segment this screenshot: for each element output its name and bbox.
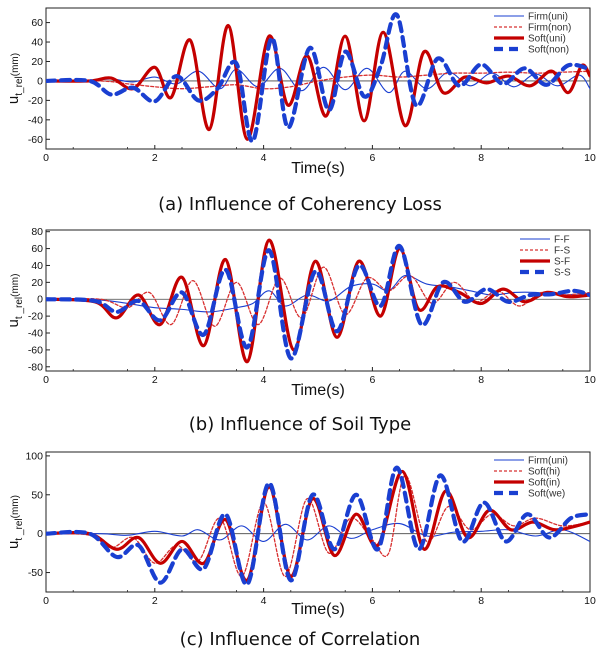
chart-panel-2: 0 2 4 6 8 10 -80 -60 -40 -20 0 20 40 60 80 Time(s) ut _r…	[5, 226, 596, 435]
y-tick-label: 100	[25, 450, 43, 462]
legend: F-FF-SS-FS-S	[520, 235, 571, 279]
series-line-s-s	[46, 243, 590, 361]
series-line-soft-uni-	[46, 23, 590, 141]
x-tick-label: 10	[584, 152, 596, 164]
y-tick-label: -60	[28, 344, 43, 356]
y-axis-label: ut _rel(mm)	[5, 274, 25, 328]
x-tick-label: 6	[369, 374, 375, 386]
y-tick-label: 60	[31, 17, 43, 29]
legend-label: Firm(non)	[528, 23, 571, 34]
y-tick-label: 20	[31, 277, 43, 289]
y-tick-label: 60	[31, 243, 43, 255]
x-tick-label: 4	[261, 374, 267, 386]
series-line-soft-we-	[46, 465, 590, 587]
y-tick-label: -50	[28, 567, 43, 579]
y-tick-label: -40	[28, 328, 43, 340]
x-tick-label: 8	[478, 595, 484, 607]
x-tick-label: 0	[43, 595, 49, 607]
plot-frame	[45, 7, 591, 150]
x-tick-label: 2	[152, 374, 158, 386]
y-tick-label: 0	[37, 528, 43, 540]
legend-label: Soft(we)	[528, 489, 565, 500]
x-axis-label: Time(s)	[291, 382, 345, 399]
legend-label: S-F	[554, 257, 570, 268]
legend-label: Soft(in)	[528, 478, 560, 489]
y-tick-label: 40	[31, 260, 43, 272]
legend-label: Soft(non)	[528, 45, 569, 56]
y-tick-label: 0	[37, 75, 43, 87]
series-line-soft-in-	[46, 469, 590, 582]
y-tick-label: -60	[28, 134, 43, 146]
series-line-firm-non-	[46, 70, 590, 90]
legend: Firm(uni)Firm(non)Soft(uni)Soft(non)	[494, 12, 571, 56]
x-tick-label: 4	[261, 595, 267, 607]
x-tick-label: 6	[369, 152, 375, 164]
legend-label: S-S	[554, 268, 571, 279]
chart-panel-1: 0 2 4 6 8 10 -60 -40 -20 0 20 40 60 Time(s) ut_rel(mm)…	[5, 7, 596, 215]
legend-label: Soft(uni)	[528, 34, 566, 45]
legend-label: F-S	[554, 246, 570, 257]
x-tick-label: 10	[584, 595, 596, 607]
y-tick-label: -40	[28, 114, 43, 126]
x-tick-label: 8	[478, 374, 484, 386]
x-tick-label: 0	[43, 374, 49, 386]
x-tick-label: 4	[261, 152, 267, 164]
y-tick-label: 50	[31, 489, 43, 501]
legend-label: Soft(hi)	[528, 467, 560, 478]
y-tick-label: 40	[31, 37, 43, 49]
x-axis-label: Time(s)	[291, 601, 345, 618]
x-tick-label: 8	[478, 152, 484, 164]
chart-panel-3: 0 2 4 6 8 10 -50 0 50 100 Time(s) ut _rel(mm) Firm(u…	[5, 450, 596, 650]
legend-label: Firm(uni)	[528, 12, 568, 23]
x-tick-label: 6	[369, 595, 375, 607]
y-axis-label: ut_rel(mm)	[5, 53, 25, 104]
legend-label: F-F	[554, 235, 570, 246]
y-tick-label: -20	[28, 95, 43, 107]
y-axis-label: ut _rel(mm)	[5, 495, 25, 549]
series-line-s-f	[46, 238, 590, 364]
series-line-soft-hi-	[46, 474, 590, 578]
panel-caption: (c) Influence of Correlation	[180, 629, 421, 650]
legend-label: Firm(uni)	[528, 456, 568, 467]
panel-caption: (a) Influence of Coherency Loss	[158, 194, 442, 215]
y-tick-label: -80	[28, 361, 43, 373]
x-tick-label: 2	[152, 152, 158, 164]
x-tick-label: 10	[584, 374, 596, 386]
x-axis-label: Time(s)	[291, 160, 345, 177]
panel-caption: (b) Influence of Soil Type	[189, 414, 411, 435]
x-tick-label: 2	[152, 595, 158, 607]
y-tick-label: 20	[31, 56, 43, 68]
y-tick-label: -20	[28, 311, 43, 323]
series-line-soft-non-	[46, 12, 590, 144]
y-tick-label: 80	[31, 226, 43, 238]
x-tick-label: 0	[43, 152, 49, 164]
y-tick-label: 0	[37, 294, 43, 306]
series-line-firm-uni-	[46, 522, 590, 542]
legend: Firm(uni)Soft(hi)Soft(in)Soft(we)	[494, 456, 568, 500]
